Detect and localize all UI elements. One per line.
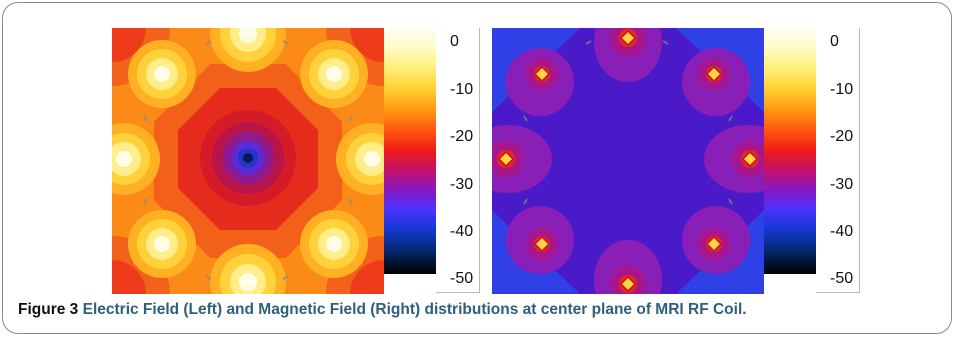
magnetic-field-map — [492, 28, 764, 294]
colorbar-tick: -20 — [450, 128, 474, 145]
figure-caption: Figure 3 Electric Field (Left) and Magne… — [18, 301, 943, 319]
colorbar-tick: -10 — [830, 81, 854, 98]
colorbar-tick: -40 — [450, 223, 474, 240]
colorbar-tick: -50 — [450, 270, 474, 287]
colorbar-gradient — [764, 28, 816, 274]
colorbar-tick: 0 — [450, 33, 459, 50]
figure-label: Figure 3 — [18, 301, 79, 318]
colorbar-tick: -10 — [450, 81, 474, 98]
colorbar-tick: -20 — [830, 128, 854, 145]
caption-text: Electric Field (Left) and Magnetic Field… — [82, 301, 747, 318]
colorbar-tick: -30 — [830, 176, 854, 193]
electric-field-map — [112, 28, 384, 294]
colorbar-tick: -30 — [450, 176, 474, 193]
colorbar-gradient — [384, 28, 436, 274]
colorbar-tick: -40 — [830, 223, 854, 240]
colorbar-tick: -50 — [830, 270, 854, 287]
colorbar-tick: 0 — [830, 33, 839, 50]
